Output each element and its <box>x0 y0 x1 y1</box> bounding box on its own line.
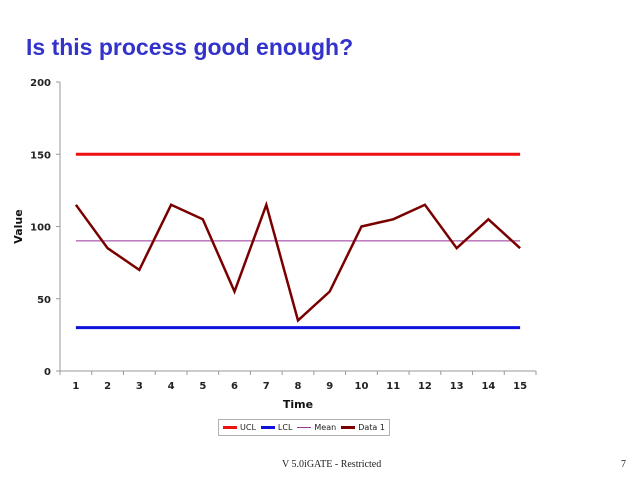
legend-swatch <box>341 426 356 429</box>
legend-item-lcl: LCL <box>260 423 293 432</box>
y-tick-label: 100 <box>30 223 51 234</box>
legend-swatch <box>223 426 237 429</box>
legend-item-data-1: Data 1 <box>341 423 385 432</box>
x-tick-label: 2 <box>104 381 111 392</box>
legend-item-mean: Mean <box>297 423 336 432</box>
x-tick-label: 12 <box>418 381 432 392</box>
x-axis-title: Time <box>283 398 313 411</box>
x-tick-label: 10 <box>355 381 369 392</box>
legend-label: Data 1 <box>358 423 385 432</box>
chart-series <box>74 152 521 330</box>
x-tick-label: 7 <box>263 381 270 392</box>
legend-label: LCL <box>277 423 293 432</box>
x-tick-label: 9 <box>326 381 333 392</box>
x-tick-label: 6 <box>231 381 238 392</box>
legend-item-ucl: UCL <box>223 423 256 432</box>
page-number: 7 <box>621 459 626 470</box>
x-tick-label: 3 <box>136 381 143 392</box>
x-tick-label: 13 <box>450 381 464 392</box>
x-tick-label: 5 <box>199 381 206 392</box>
x-tick-label: 11 <box>386 381 400 392</box>
y-tick-label: 50 <box>37 295 51 306</box>
legend-swatch <box>260 426 275 429</box>
x-tick-label: 8 <box>295 381 302 392</box>
slide-title: Is this process good enough? <box>26 34 354 60</box>
x-tick-label: 4 <box>168 381 175 392</box>
x-tick-label: 1 <box>72 381 79 392</box>
chart-legend: UCL LCL Mean Data 1 <box>218 419 390 436</box>
legend-swatch <box>297 427 312 428</box>
y-axis-title: Value <box>12 209 25 243</box>
x-tick-label: 14 <box>481 381 495 392</box>
x-tick-label: 15 <box>513 381 527 392</box>
legend-label: UCL <box>240 423 256 432</box>
series-line-data-1 <box>74 200 521 323</box>
slide-footer: V 5.0iGATE - Restricted <box>282 459 382 470</box>
legend-label: Mean <box>314 423 337 432</box>
y-tick-label: 200 <box>30 78 51 89</box>
y-tick-label: 0 <box>44 367 51 378</box>
chart-axes <box>56 81 537 375</box>
y-tick-label: 150 <box>30 150 51 161</box>
